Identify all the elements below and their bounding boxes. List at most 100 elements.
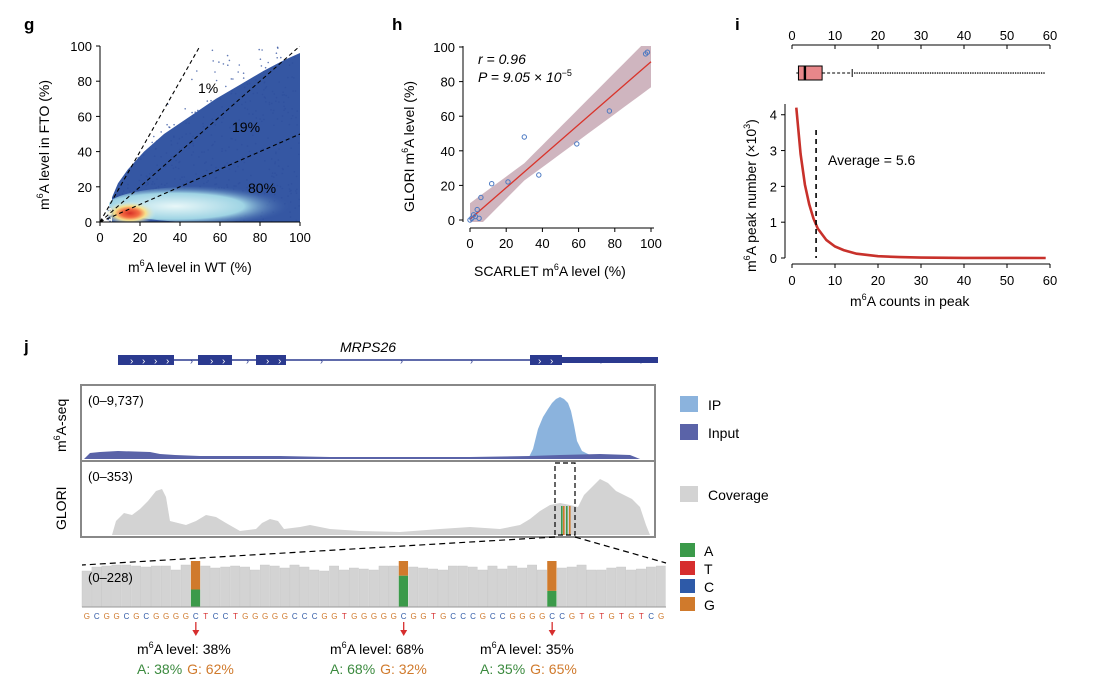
g-point	[296, 110, 299, 112]
j-sequence-base: C	[490, 612, 496, 621]
j-zoom-bar	[141, 566, 151, 608]
g-point	[260, 148, 263, 151]
i-box-outlier	[1003, 72, 1005, 74]
j-sequence-base: C	[213, 612, 219, 621]
j-zoom-bar	[378, 565, 389, 608]
i-y-ticks: 0 1 2 3 4	[770, 108, 785, 266]
g-point	[246, 179, 248, 181]
g-point	[241, 156, 244, 159]
j-zoom-bar	[240, 566, 250, 608]
i-box-outlier	[991, 72, 993, 74]
i-box-outlier	[974, 72, 977, 74]
g-point	[242, 168, 244, 171]
h-x-tick-label: 40	[535, 236, 549, 251]
g-point	[272, 176, 275, 178]
i-box-outlier	[995, 72, 998, 74]
j-site-1-level: m6A level: 38%	[137, 640, 231, 657]
g-point	[248, 150, 251, 153]
h-point	[505, 179, 511, 185]
g-point	[275, 100, 277, 102]
j-strand-chevron: ›	[246, 356, 249, 366]
g-point	[288, 123, 291, 126]
panel-g-scatter: 0 20 40 60 80 100 0 20 40 60 80 100 1% 19% 80%	[70, 39, 311, 245]
j-sequence-base: T	[431, 612, 436, 621]
h-y-tick-label: 100	[433, 40, 455, 55]
i-box-outlier	[1038, 72, 1040, 74]
j-strand-chevron: ›	[400, 356, 403, 366]
h-x-axis-label: SCARLET m6A level (%)	[474, 262, 626, 279]
j-zoom-bar	[160, 565, 171, 608]
g-point	[298, 153, 300, 156]
g-point	[214, 140, 216, 143]
g-point	[252, 92, 255, 95]
j-sequence-base: G	[351, 612, 357, 621]
h-y-tick-label: 60	[441, 109, 455, 124]
h-x-tick-label: 20	[499, 236, 513, 251]
g-point	[185, 122, 187, 124]
g-point	[277, 159, 280, 161]
g-point	[287, 76, 289, 79]
h-x-tick-label: 60	[571, 236, 585, 251]
g-point	[265, 101, 267, 103]
g-point	[215, 176, 218, 179]
g-point	[145, 184, 148, 187]
i-box-outlier	[960, 72, 962, 74]
legend-swatch-input	[680, 424, 698, 440]
svg-text:A: 68%G: 32%: A: 68% G: 32%	[330, 661, 427, 677]
j-zoom-line-left	[81, 536, 556, 566]
g-point	[127, 183, 129, 186]
j-sequence-base: G	[509, 612, 515, 621]
j-site-1: m6A level: 38% A: 38% G: 62%	[137, 640, 234, 677]
j-sequence-base: G	[539, 612, 545, 621]
h-x-tick-label: 80	[608, 236, 622, 251]
g-point	[238, 119, 240, 121]
i-box-outlier	[950, 72, 953, 74]
g-point	[192, 151, 195, 153]
j-zoom-bar	[329, 565, 339, 608]
g-point	[179, 178, 181, 181]
i-box-outlier	[958, 72, 960, 74]
i-y-tick-label: 0	[770, 251, 777, 266]
i-box-outlier	[915, 72, 918, 74]
i-x-ticks: 0 10 20 30 40 50 60	[788, 264, 1057, 288]
svg-text:A: 38%G: 62%: A: 38% G: 62%	[137, 661, 234, 677]
j-strand-chevron: ›	[278, 356, 281, 367]
g-point	[271, 172, 274, 174]
i-box-outlier	[894, 72, 896, 74]
g-point	[214, 183, 216, 186]
g-x-ticks: 0 20 40 60 80 100	[96, 222, 311, 245]
j-zoom-bar	[131, 565, 141, 608]
j-strand-chevron: ›	[266, 356, 269, 367]
g-point	[233, 123, 235, 125]
g-point	[137, 156, 139, 159]
g-point	[210, 99, 212, 102]
i-box-outlier	[1026, 72, 1029, 74]
g-point	[244, 107, 246, 109]
g-point	[230, 137, 232, 140]
g-point	[255, 79, 257, 81]
i-box-outlier	[858, 72, 861, 74]
j-sequence-base: T	[619, 612, 624, 621]
j-sequence-base: G	[381, 612, 387, 621]
j-zoom-site-bar-a	[547, 590, 557, 607]
g-point	[296, 124, 298, 126]
j-strand-chevron: ›	[550, 356, 553, 367]
g-point	[273, 184, 276, 187]
g-point	[281, 120, 283, 123]
g-point	[281, 115, 284, 117]
i-box-outlier	[1012, 72, 1014, 74]
j-sequence-base: T	[342, 612, 347, 621]
g-point	[257, 131, 259, 133]
g-point	[215, 183, 218, 185]
g-point	[242, 72, 245, 74]
g-point	[221, 135, 223, 137]
g-point	[291, 115, 294, 117]
g-point	[273, 124, 275, 127]
i-box-outlier	[1031, 72, 1033, 74]
g-point	[284, 86, 287, 89]
i-top-tick-label: 60	[1043, 28, 1057, 43]
g-point	[221, 106, 223, 108]
g-point	[202, 125, 205, 128]
g-point	[185, 133, 187, 135]
